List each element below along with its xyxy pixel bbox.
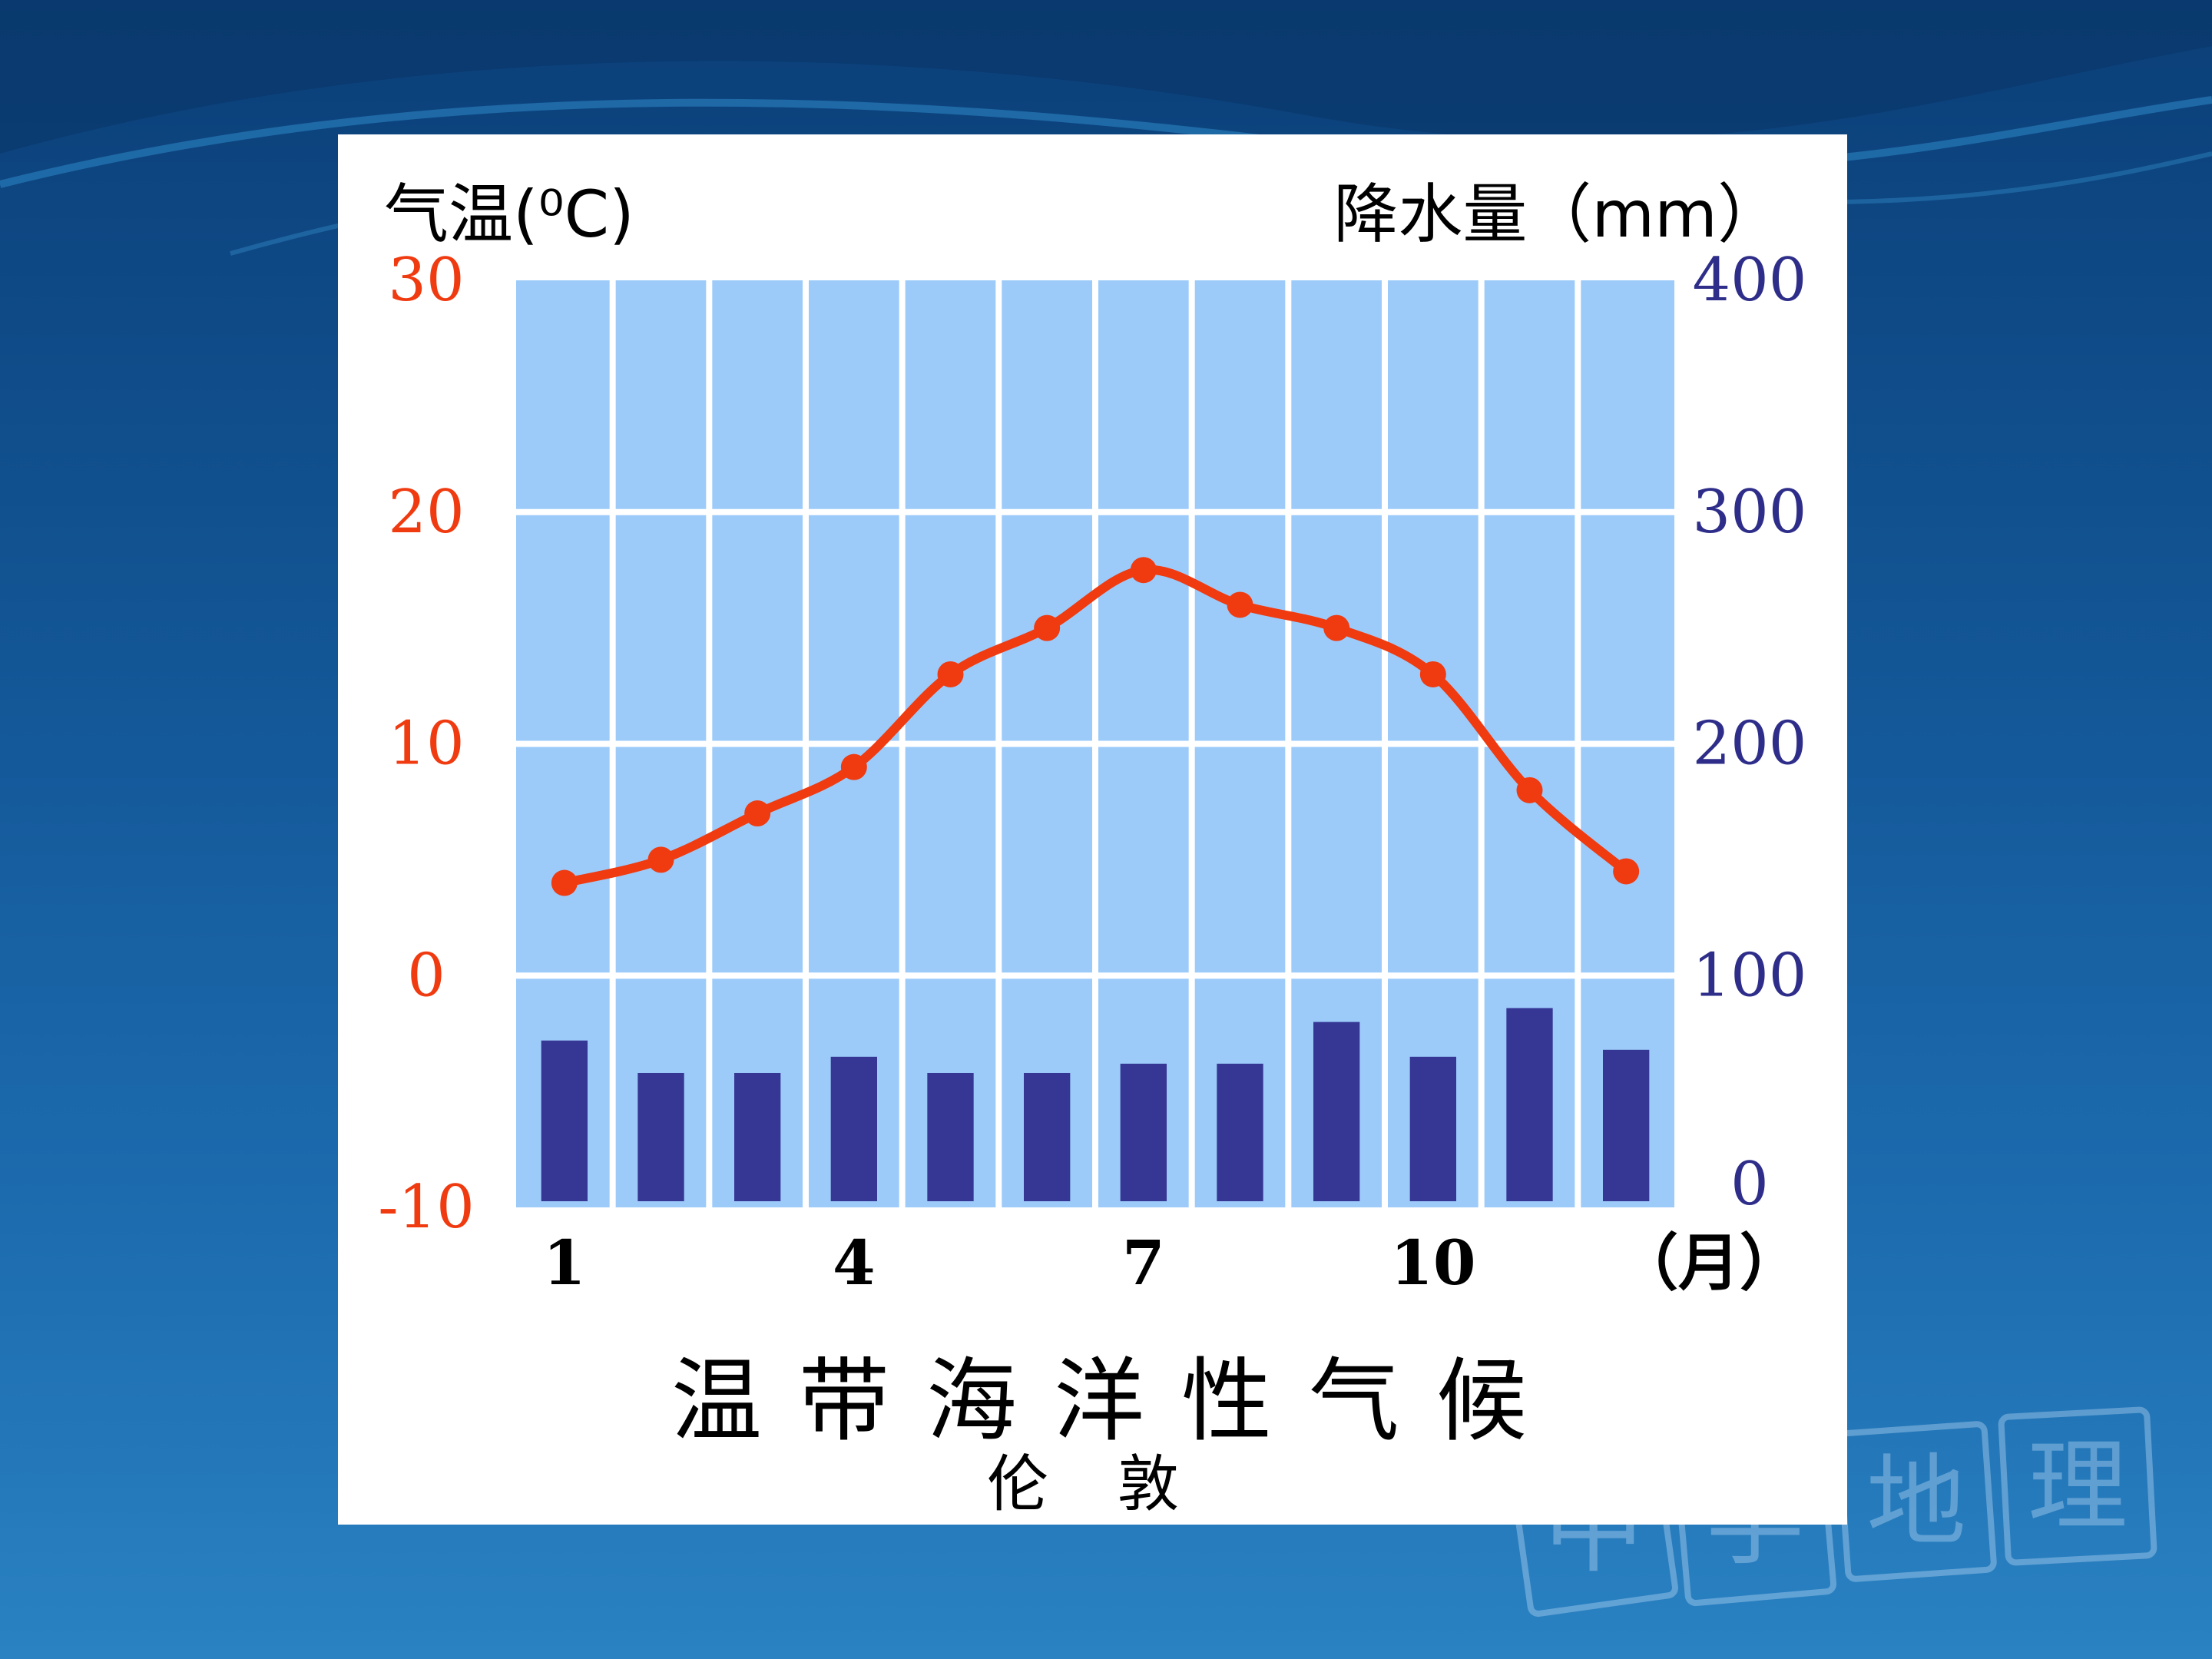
precipitation-tick-label: 200 bbox=[1693, 710, 1807, 779]
temperature-point bbox=[551, 869, 578, 896]
precipitation-tick-label: 0 bbox=[1730, 1150, 1769, 1219]
precipitation-tick-label: 100 bbox=[1693, 941, 1807, 1010]
precipitation-bar bbox=[1603, 1049, 1650, 1201]
temperature-points bbox=[551, 557, 1640, 896]
month-tick-label: 7 bbox=[1122, 1227, 1165, 1299]
month-tick-label: 1 bbox=[543, 1227, 586, 1299]
precipitation-bar bbox=[1120, 1063, 1167, 1201]
temperature-tick-label: 20 bbox=[388, 478, 464, 547]
precipitation-bar bbox=[1506, 1008, 1553, 1201]
temperature-tick-labels: 30 20 10 0 -10 bbox=[378, 246, 475, 1242]
precipitation-bar bbox=[1024, 1072, 1071, 1201]
temperature-tick-label: 30 bbox=[388, 246, 464, 315]
temperature-point bbox=[1419, 661, 1446, 687]
temperature-point bbox=[1130, 557, 1157, 584]
precipitation-tick-label: 400 bbox=[1693, 246, 1807, 315]
precipitation-bar bbox=[637, 1072, 684, 1201]
svg-text:理: 理 bbox=[2028, 1428, 2128, 1545]
precipitation-bar bbox=[1409, 1056, 1456, 1201]
x-axis-unit-label: （月） bbox=[1617, 1227, 1801, 1299]
precipitation-bar bbox=[830, 1056, 877, 1201]
temperature-point bbox=[744, 800, 771, 827]
precipitation-bar bbox=[734, 1072, 781, 1201]
temperature-point bbox=[1613, 858, 1640, 885]
svg-text:地: 地 bbox=[1866, 1443, 1966, 1560]
month-tick-label: 4 bbox=[833, 1227, 876, 1299]
temperature-point bbox=[937, 661, 964, 687]
chart-subtitle: 伦敦 bbox=[987, 1449, 1248, 1520]
precipitation-bar bbox=[1217, 1063, 1263, 1201]
precipitation-bar bbox=[1313, 1022, 1360, 1201]
precipitation-tick-label: 300 bbox=[1693, 478, 1807, 547]
temperature-tick-label: 10 bbox=[388, 710, 464, 779]
precipitation-axis-title: 降水量（mm） bbox=[1333, 177, 1782, 252]
temperature-tick-label: 0 bbox=[407, 941, 445, 1010]
precipitation-bar bbox=[927, 1072, 974, 1201]
temperature-point bbox=[840, 753, 867, 780]
precipitation-bar bbox=[541, 1040, 588, 1201]
precipitation-tick-labels: 400 300 200 100 0 bbox=[1693, 246, 1807, 1219]
temperature-point bbox=[1323, 614, 1350, 641]
temperature-axis-title: 气温(⁰C) bbox=[384, 177, 634, 252]
grid-lines bbox=[516, 280, 1674, 1207]
temperature-tick-label: -10 bbox=[378, 1173, 475, 1242]
temperature-point bbox=[1516, 777, 1543, 803]
precipitation-bars bbox=[541, 1008, 1650, 1201]
temperature-point bbox=[1034, 614, 1061, 641]
chart-title: 温带海洋性气候 bbox=[671, 1348, 1564, 1454]
temperature-point bbox=[647, 846, 674, 873]
temperature-point bbox=[1227, 591, 1253, 618]
month-tick-label: 10 bbox=[1390, 1227, 1475, 1299]
month-tick-labels: 1 4 7 10 bbox=[543, 1227, 1476, 1299]
